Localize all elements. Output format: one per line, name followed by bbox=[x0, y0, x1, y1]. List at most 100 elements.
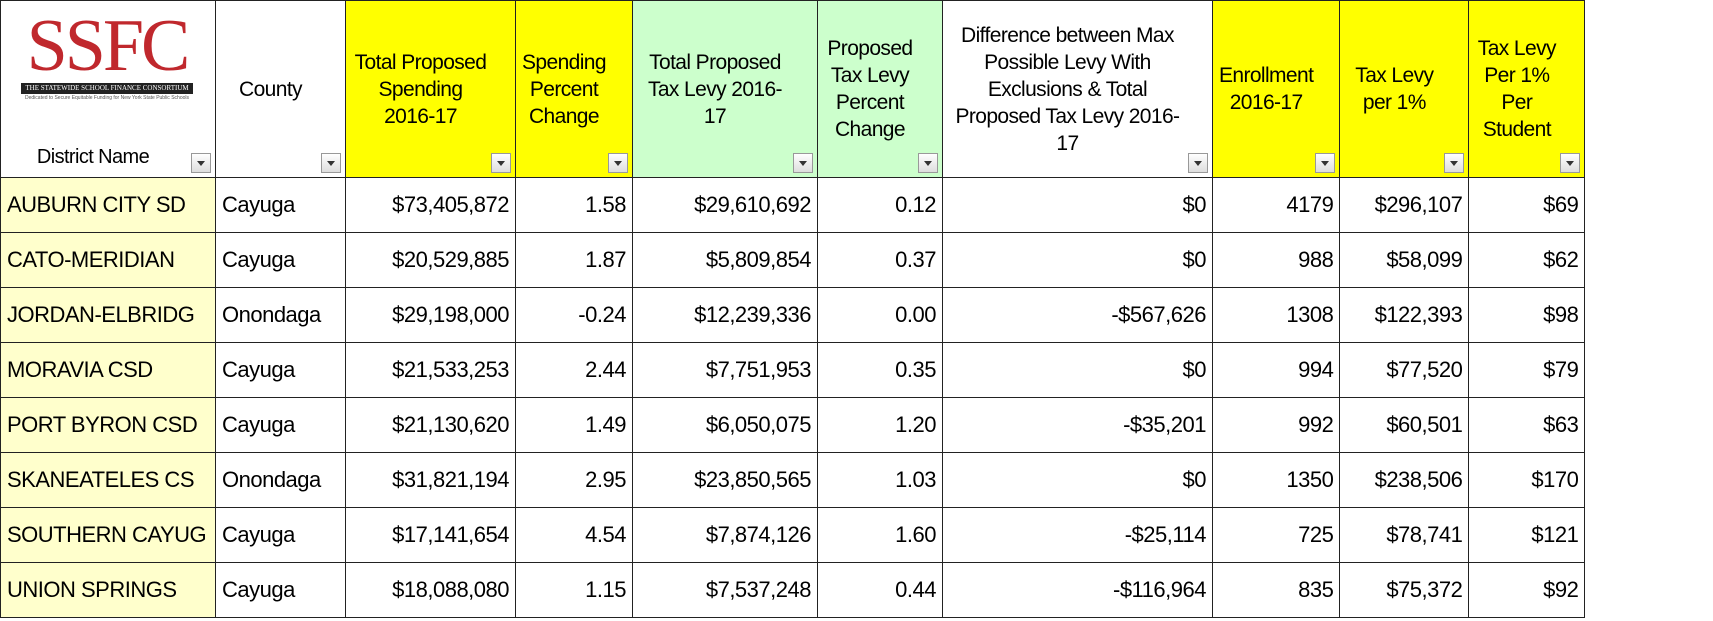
table-cell: Onondaga bbox=[215, 287, 346, 343]
table-cell: 0.44 bbox=[816, 562, 943, 618]
filter-button[interactable] bbox=[321, 153, 341, 173]
header-row: SSFC THE STATEWIDE SCHOOL FINANCE CONSORT… bbox=[0, 0, 1586, 178]
filter-button[interactable] bbox=[607, 153, 628, 173]
table-body: AUBURN CITY SD Cayuga $73,405,872 1.58 $29,6… bbox=[0, 177, 1586, 618]
table-cell: $63 bbox=[1468, 397, 1586, 453]
logo-title: SSFC bbox=[26, 5, 191, 87]
table-cell: MORAVIA CSD bbox=[0, 342, 216, 398]
header-label: Enrollment 2016-17 bbox=[1218, 64, 1314, 114]
header-cell: County bbox=[215, 0, 346, 178]
table-cell: $17,141,654 bbox=[345, 507, 516, 563]
table-row: JORDAN-ELBRIDG Onondaga $29,198,000 -0.24 $1… bbox=[0, 287, 1586, 343]
table-cell: $12,239,336 bbox=[631, 287, 818, 343]
table-cell: $92 bbox=[1468, 562, 1586, 618]
filter-button[interactable] bbox=[1444, 153, 1465, 173]
table-cell: $20,529,885 bbox=[345, 232, 516, 288]
table-cell: SOUTHERN CAYUG bbox=[0, 507, 216, 563]
table-cell: Cayuga bbox=[215, 342, 346, 398]
filter-button[interactable] bbox=[1315, 153, 1336, 173]
table-cell: 1308 bbox=[1211, 287, 1341, 343]
table-cell: 725 bbox=[1211, 507, 1341, 563]
table-cell: 1350 bbox=[1211, 452, 1341, 508]
table-cell: $79 bbox=[1468, 342, 1586, 398]
table-row: AUBURN CITY SD Cayuga $73,405,872 1.58 $29,6… bbox=[0, 177, 1586, 233]
table-cell: -$25,114 bbox=[941, 507, 1213, 563]
table-cell: $62 bbox=[1468, 232, 1586, 288]
table-cell: Cayuga bbox=[215, 177, 346, 233]
header-label: Difference between Max Possible Levy Wit… bbox=[955, 23, 1180, 155]
filter-button[interactable] bbox=[917, 153, 938, 173]
table-row: MORAVIA CSD Cayuga $21,533,253 2.44 $7,751,9… bbox=[0, 342, 1586, 398]
filter-button[interactable] bbox=[1187, 153, 1208, 173]
table-cell: UNION SPRINGS bbox=[0, 562, 216, 618]
table-cell: 4179 bbox=[1211, 177, 1341, 233]
header-label: Total Proposed Spending 2016-17 bbox=[354, 50, 487, 128]
table-cell: $170 bbox=[1468, 452, 1586, 508]
spreadsheet: SSFC THE STATEWIDE SCHOOL FINANCE CONSORT… bbox=[0, 0, 1586, 618]
header-cell: Proposed Tax Levy Percent Change bbox=[816, 0, 943, 178]
logo-tagline: Dedicated to Secure Equitable Funding fo… bbox=[25, 95, 189, 101]
table-cell: $69 bbox=[1468, 177, 1586, 233]
table-cell: $75,372 bbox=[1339, 562, 1470, 618]
table-cell: $78,741 bbox=[1339, 507, 1470, 563]
logo: SSFC THE STATEWIDE SCHOOL FINANCE CONSORT… bbox=[21, 9, 193, 103]
table-cell: $6,050,075 bbox=[631, 397, 818, 453]
table-cell: CATO-MERIDIAN bbox=[0, 232, 216, 288]
table-cell: 835 bbox=[1211, 562, 1341, 618]
table-cell: SKANEATELES CS bbox=[0, 452, 216, 508]
header-cell: Tax Levy Per 1% Per Student bbox=[1468, 0, 1586, 178]
table-cell: 2.44 bbox=[515, 342, 633, 398]
table-cell: 0.12 bbox=[816, 177, 943, 233]
filter-button[interactable] bbox=[792, 153, 813, 173]
table-cell: $77,520 bbox=[1339, 342, 1470, 398]
table-row: UNION SPRINGS Cayuga $18,088,080 1.15 $7,537… bbox=[0, 562, 1586, 618]
table-cell: 0.00 bbox=[816, 287, 943, 343]
table-cell: 1.15 bbox=[515, 562, 633, 618]
table-cell: $73,405,872 bbox=[345, 177, 516, 233]
header-label: Proposed Tax Levy Percent Change bbox=[827, 37, 913, 141]
table-cell: 2.95 bbox=[515, 452, 633, 508]
table-cell: Onondaga bbox=[215, 452, 346, 508]
table-cell: $7,751,953 bbox=[631, 342, 818, 398]
table-cell: $7,537,248 bbox=[631, 562, 818, 618]
table-cell: $7,874,126 bbox=[631, 507, 818, 563]
sort-button[interactable] bbox=[191, 153, 211, 173]
table-cell: $21,130,620 bbox=[345, 397, 516, 453]
table-cell: $5,809,854 bbox=[631, 232, 818, 288]
table-cell: 4.54 bbox=[515, 507, 633, 563]
table-cell: $121 bbox=[1468, 507, 1586, 563]
table-cell: $29,610,692 bbox=[631, 177, 818, 233]
filter-button[interactable] bbox=[1560, 153, 1581, 173]
header-cell: Total Proposed Spending 2016-17 bbox=[345, 0, 516, 178]
table-cell: $0 bbox=[941, 452, 1213, 508]
table-row: SOUTHERN CAYUG Cayuga $17,141,654 4.54 $7,87… bbox=[0, 507, 1586, 563]
table-cell: $31,821,194 bbox=[345, 452, 516, 508]
table-row: SKANEATELES CS Onondaga $31,821,194 2.95 $23… bbox=[0, 452, 1586, 508]
header-cell: SSFC THE STATEWIDE SCHOOL FINANCE CONSORT… bbox=[0, 0, 216, 178]
table-cell: PORT BYRON CSD bbox=[0, 397, 216, 453]
header-label: Spending Percent Change bbox=[522, 50, 607, 128]
header-label: District Name bbox=[36, 146, 150, 168]
table-cell: Cayuga bbox=[215, 232, 346, 288]
table-cell: 988 bbox=[1211, 232, 1341, 288]
table-cell: 1.03 bbox=[816, 452, 943, 508]
table-cell: JORDAN-ELBRIDG bbox=[0, 287, 216, 343]
table-cell: 1.20 bbox=[816, 397, 943, 453]
filter-button[interactable] bbox=[491, 153, 511, 173]
table-cell: $122,393 bbox=[1339, 287, 1470, 343]
header-label: Tax Levy Per 1% Per Student bbox=[1477, 37, 1557, 141]
header-label: Tax Levy per 1% bbox=[1355, 64, 1434, 114]
table-cell: $18,088,080 bbox=[345, 562, 516, 618]
table-cell: $296,107 bbox=[1339, 177, 1470, 233]
table-cell: 994 bbox=[1211, 342, 1341, 398]
table-cell: 1.58 bbox=[515, 177, 633, 233]
logo-name: THE STATEWIDE SCHOOL FINANCE CONSORTIUM bbox=[21, 83, 193, 94]
table-cell: 1.87 bbox=[515, 232, 633, 288]
table-cell: Cayuga bbox=[215, 507, 346, 563]
table-cell: -$116,964 bbox=[941, 562, 1213, 618]
table-cell: -0.24 bbox=[515, 287, 633, 343]
table-cell: Cayuga bbox=[215, 562, 346, 618]
table-row: CATO-MERIDIAN Cayuga $20,529,885 1.87 $5,809… bbox=[0, 232, 1586, 288]
table-cell: 1.60 bbox=[816, 507, 943, 563]
